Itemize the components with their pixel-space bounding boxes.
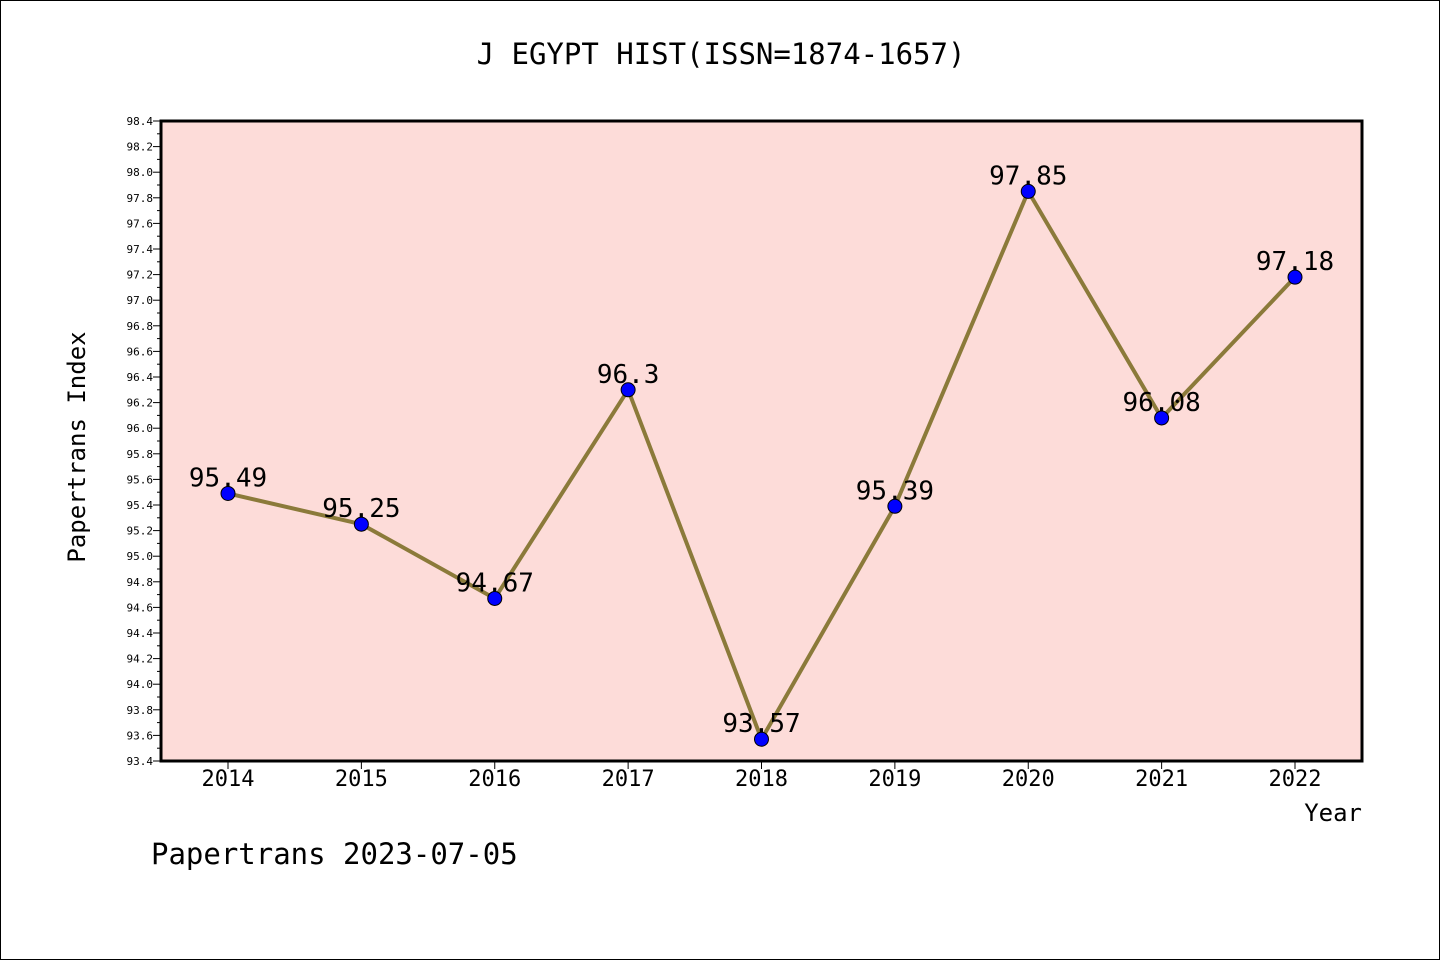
x-tick-label: 2017	[602, 767, 655, 792]
plot-area	[161, 121, 1362, 761]
data-point	[1154, 410, 1170, 426]
y-tick-label: 97.4	[127, 243, 154, 256]
y-tick-label: 97.8	[127, 192, 154, 205]
data-label: 93.57	[722, 709, 800, 739]
x-tick-label: 2021	[1135, 767, 1188, 792]
data-point	[887, 498, 903, 514]
data-point	[220, 485, 236, 501]
footer-note: Papertrans 2023-07-05	[151, 837, 518, 871]
data-label: 95.39	[856, 476, 934, 506]
y-tick-label: 94.4	[127, 627, 154, 640]
data-point	[353, 516, 369, 532]
y-tick-label: 95.0	[127, 550, 154, 563]
plot-border	[159, 119, 1364, 763]
data-point	[1287, 269, 1303, 285]
y-tick-label: 96.6	[127, 345, 154, 358]
data-label: 94.67	[456, 568, 534, 598]
y-tick-label: 96.4	[127, 371, 154, 384]
x-tick-label: 2016	[468, 767, 521, 792]
y-tick-label: 94.0	[127, 678, 154, 691]
y-tick-label: 93.8	[127, 704, 154, 717]
y-tick-label: 94.8	[127, 576, 154, 589]
y-tick-label: 97.6	[127, 217, 154, 230]
y-tick-label: 98.2	[127, 141, 154, 154]
y-tick-label: 96.8	[127, 320, 154, 333]
x-tick-label: 2014	[202, 767, 255, 792]
y-tick-label: 95.6	[127, 473, 154, 486]
chart-title: J EGYPT HIST(ISSN=1874-1657)	[476, 37, 966, 71]
data-point	[487, 590, 503, 606]
y-tick-label: 93.6	[127, 729, 154, 742]
data-label: 96.08	[1122, 388, 1200, 418]
y-tick-label: 95.4	[127, 499, 154, 512]
y-tick-label: 98.0	[127, 166, 154, 179]
y-axis-label: Papertrans Index	[63, 331, 91, 562]
y-tick-label: 94.6	[127, 601, 154, 614]
y-tick-label: 95.2	[127, 525, 154, 538]
y-tick-label: 98.4	[127, 115, 154, 128]
data-point	[754, 731, 769, 747]
data-point	[1020, 183, 1036, 199]
data-label: 97.85	[989, 161, 1067, 191]
x-tick-label: 2020	[1002, 767, 1055, 792]
y-tick-label: 97.0	[127, 294, 154, 307]
x-tick-label: 2015	[335, 767, 388, 792]
data-point	[620, 382, 636, 398]
y-tick-label: 96.2	[127, 397, 154, 410]
y-tick-label: 93.4	[127, 755, 154, 768]
data-label: 95.25	[322, 494, 400, 524]
x-axis-label: Year	[1304, 799, 1362, 827]
y-tick-label: 95.8	[127, 448, 154, 461]
data-label: 96.3	[597, 360, 660, 390]
y-tick-label: 97.2	[127, 269, 154, 282]
x-tick-label: 2019	[868, 767, 921, 792]
y-tick-label: 94.2	[127, 653, 154, 666]
y-tick-label: 96.0	[127, 422, 154, 435]
x-tick-label: 2022	[1269, 767, 1322, 792]
x-tick-label: 2018	[735, 767, 788, 792]
data-label: 95.49	[189, 463, 267, 493]
data-label: 97.18	[1256, 247, 1334, 277]
